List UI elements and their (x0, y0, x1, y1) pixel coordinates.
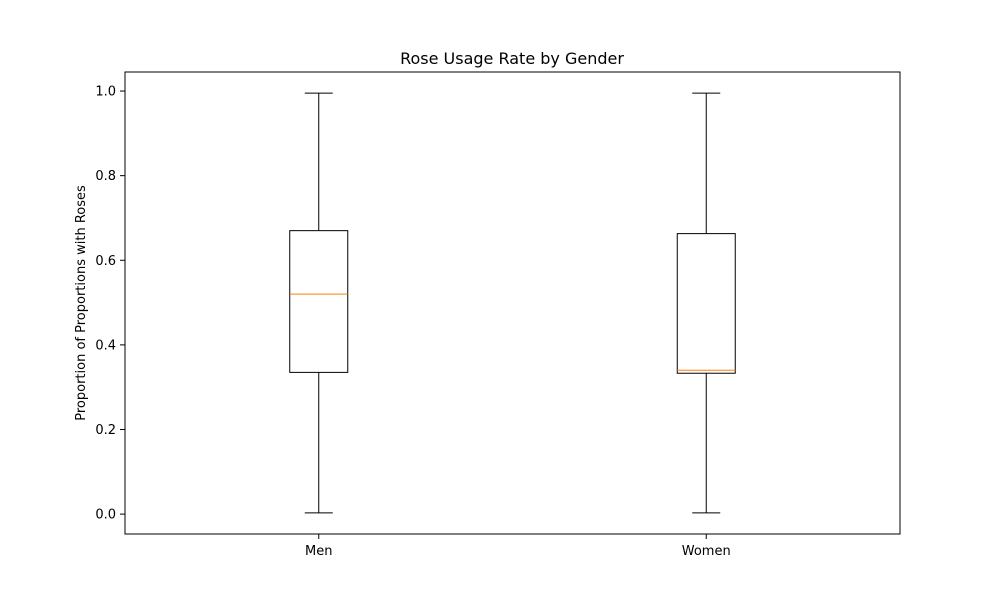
plot-area-frame (124, 71, 901, 535)
box-women (676, 92, 736, 514)
x-tick-label: Women (682, 544, 731, 559)
y-tick-label: 0.0 (95, 508, 116, 523)
y-tick-label: 1.0 (95, 85, 116, 100)
y-tick-label: 0.2 (95, 423, 116, 438)
boxes-group (289, 92, 736, 514)
box-men (289, 92, 349, 514)
iqr-box (676, 233, 736, 374)
y-axis-label: Proportion of Proportions with Roses (74, 185, 89, 421)
y-axis: 0.0 0.2 0.4 0.6 0.8 1.0 (95, 85, 125, 523)
y-tick-label: 0.6 (95, 254, 116, 269)
y-tick-label: 0.8 (95, 169, 116, 184)
y-tick-label: 0.4 (95, 338, 116, 353)
iqr-box (289, 230, 349, 373)
x-axis: Men Women (305, 534, 731, 559)
x-tick-label: Men (305, 544, 332, 559)
chart-title: Rose Usage Rate by Gender (400, 49, 624, 68)
